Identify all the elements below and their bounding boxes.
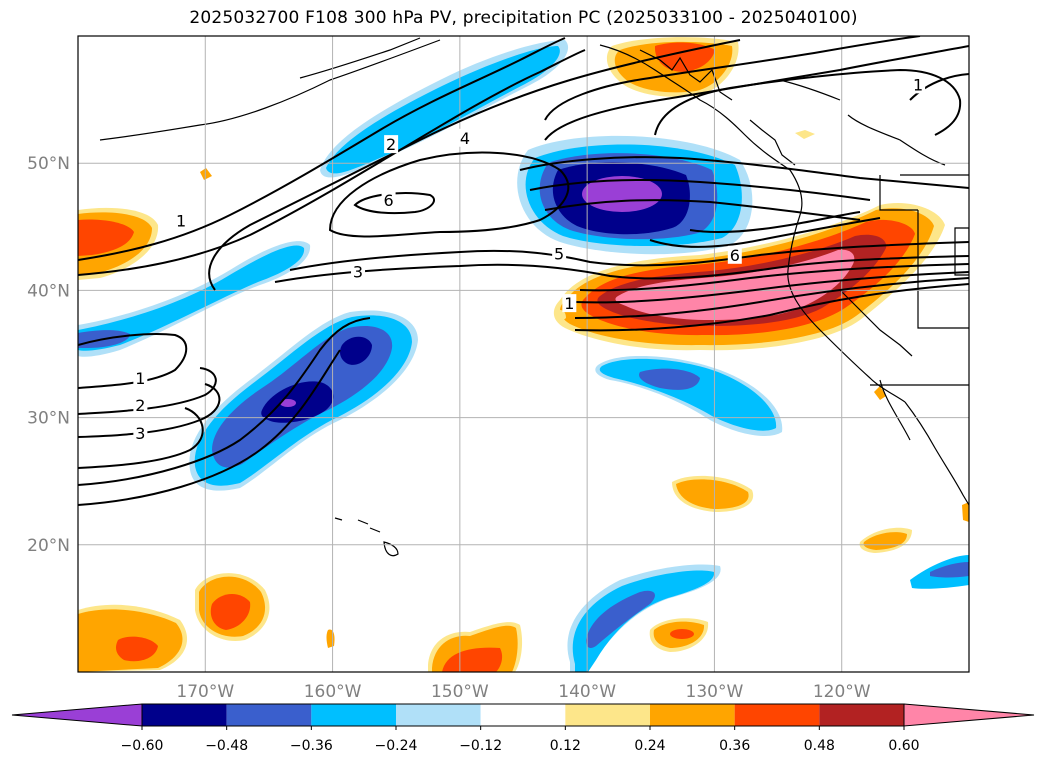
contour-path (574, 283, 969, 332)
contour-label: 1 (135, 369, 145, 388)
contour-path (328, 151, 570, 238)
contour-path (519, 156, 969, 189)
contour-label: 3 (353, 262, 363, 281)
contour-label-bg (133, 395, 148, 414)
contour-path (909, 73, 969, 101)
contour-path (574, 277, 969, 319)
colorbar-swatch (311, 704, 396, 726)
contour-path (78, 383, 221, 438)
contour-label: 4 (460, 129, 470, 148)
colorbar-swatch (819, 704, 904, 726)
negative-anomaly-nw-pacific (78, 40, 569, 357)
coastlines (99, 37, 969, 557)
contour-path (78, 407, 204, 469)
contour-label-bg (351, 262, 366, 281)
colorbar-label: −0.48 (205, 738, 248, 754)
contour-label: 2 (135, 396, 145, 415)
contour-label: 2 (386, 135, 396, 154)
contour-labels: 1 2 4 6 3 5 6 1 1 2 3 1 (133, 75, 926, 443)
contour-label-bg (133, 369, 148, 388)
lon-label: 120°W (813, 682, 871, 702)
contour-path (289, 241, 969, 271)
lon-label: 130°W (686, 682, 744, 702)
positive-anomaly-west (78, 207, 159, 280)
colorbar-swatch (565, 704, 650, 726)
pv-contours (78, 36, 969, 506)
contour-path (654, 68, 962, 136)
contour-label: 6 (730, 246, 740, 265)
contour-path (689, 211, 861, 234)
colorbar: −0.60 −0.48 −0.36 −0.24 −0.12 0.12 0.24 0.36 0.4… (11, 703, 1035, 754)
contour-path (529, 179, 871, 201)
contour-label-bg (562, 294, 577, 313)
contour-label-bg (727, 245, 742, 264)
lat-label: 20°N (27, 536, 70, 556)
map-background (78, 36, 969, 672)
colorbar-label: 0.60 (888, 738, 919, 754)
lat-label: 40°N (27, 281, 70, 301)
lon-label: 170°W (176, 682, 234, 702)
map-title: 2025032700 F108 300 hPa PV, precipitatio… (189, 8, 858, 28)
colorbar-swatch (734, 704, 820, 726)
contour-path (544, 36, 921, 121)
colorbar-frame (141, 703, 905, 727)
contour-label: 1 (564, 294, 574, 313)
colorbar-label: 0.48 (804, 738, 835, 754)
longitude-labels: 170°W 160°W 150°W 140°W 130°W 120°W (176, 682, 870, 702)
colorbar-label: 0.36 (719, 738, 750, 754)
contour-label: 6 (383, 191, 393, 210)
contour-label-bg (911, 75, 926, 94)
negative-anomaly-ne-pacific (517, 135, 753, 255)
contour-label: 1 (913, 75, 923, 94)
colorbar-extend-low (11, 703, 143, 727)
contour-path (574, 271, 969, 304)
lat-label: 50°N (27, 154, 70, 174)
contour-path (544, 199, 861, 221)
contour-label: 1 (176, 211, 186, 230)
contour-path (579, 263, 969, 292)
colorbar-swatch (650, 704, 735, 726)
lon-label: 160°W (304, 682, 362, 702)
contour-label-bg (384, 135, 399, 154)
colorbar-label: −0.36 (290, 738, 333, 754)
contour-path (208, 39, 741, 291)
colorbar-extend-high (903, 703, 1035, 727)
contour-path (274, 255, 969, 283)
map-panel: 1 2 4 6 3 5 6 1 1 2 3 1 50°N 40°N 30°N 20°N 170°W 160°W… (27, 35, 970, 702)
contour-path (78, 49, 586, 276)
contour-path (78, 37, 566, 261)
colorbar-swatch (480, 704, 566, 726)
contour-path (78, 349, 341, 506)
colorbar-label: −0.60 (121, 738, 164, 754)
colorbar-swatch (226, 704, 312, 726)
contour-label-bg (552, 244, 567, 263)
map-frame (77, 35, 970, 673)
colorbar-swatch (396, 704, 481, 726)
contour-path (78, 317, 371, 486)
contour-label: 3 (135, 424, 145, 443)
negative-anomaly-south (567, 355, 969, 672)
negative-anomaly-subtropical (189, 310, 418, 491)
contour-path (78, 333, 188, 389)
contour-label-bg (457, 128, 472, 147)
colorbar-label: −0.24 (375, 738, 418, 754)
latitude-labels: 50°N 40°N 30°N 20°N (27, 154, 70, 556)
positive-anomaly-scattered (78, 130, 969, 672)
contour-label: 5 (554, 245, 564, 264)
contour-path (78, 367, 217, 415)
colorbar-label: 0.12 (550, 738, 581, 754)
contour-label-bg (174, 211, 189, 230)
colorbar-label: −0.12 (459, 738, 502, 754)
lat-label: 30°N (27, 409, 70, 429)
colorbar-label: 0.24 (634, 738, 665, 754)
contour-label-bg (381, 191, 396, 210)
contour-path (649, 217, 881, 248)
colorbar-swatch (142, 704, 227, 726)
lon-label: 150°W (431, 682, 489, 702)
lon-label: 140°W (558, 682, 616, 702)
contour-label-bg (133, 423, 148, 442)
